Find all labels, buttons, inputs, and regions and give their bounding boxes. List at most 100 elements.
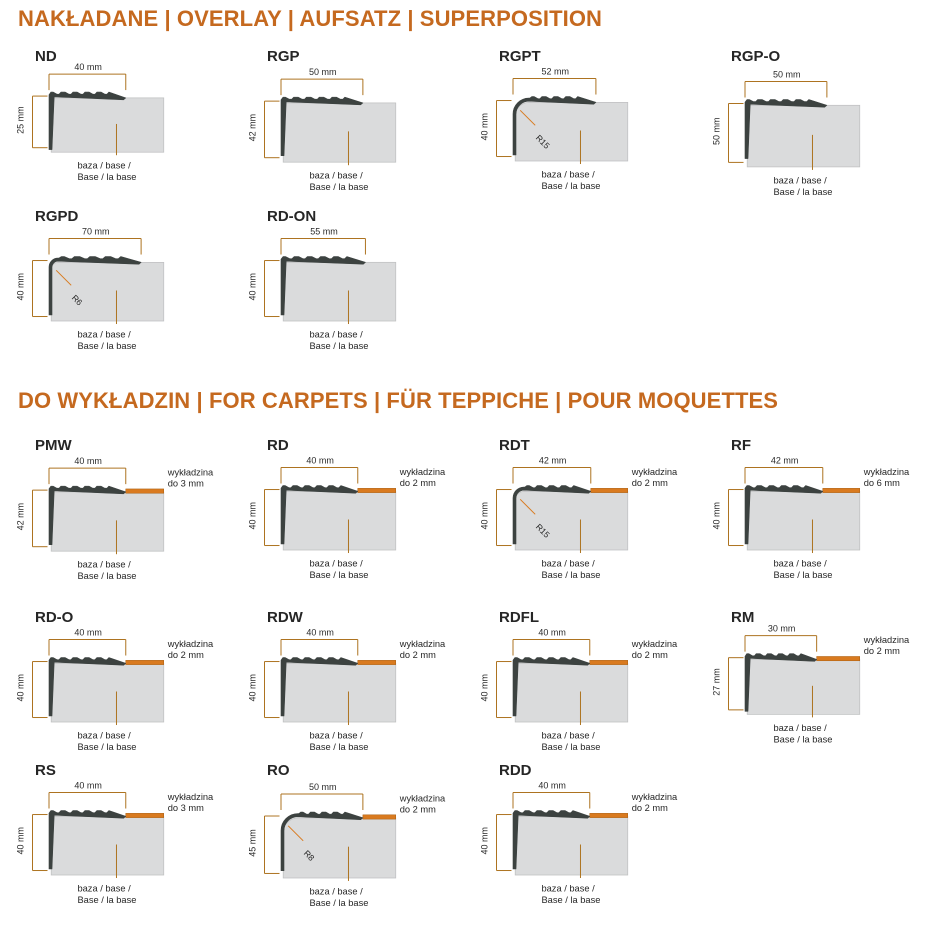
svg-text:baza / base /: baza / base / [773,175,827,185]
svg-text:wykładzina: wykładzina [863,635,910,645]
svg-text:RS: RS [35,765,56,779]
svg-text:baza / base /: baza / base / [77,161,131,171]
svg-text:baza / base /: baza / base / [309,886,363,896]
svg-text:Base / la base: Base / la base [541,895,600,905]
svg-text:50 mm: 50 mm [712,117,722,145]
svg-text:do 2 mm: do 2 mm [632,478,668,488]
svg-text:Base / la base: Base / la base [309,898,368,908]
svg-text:do 2 mm: do 2 mm [400,478,436,488]
svg-text:Base / la base: Base / la base [77,742,136,752]
svg-text:42 mm: 42 mm [248,114,258,142]
svg-text:Base / la base: Base / la base [77,895,136,905]
svg-text:Base / la base: Base / la base [309,742,368,752]
svg-text:40 mm: 40 mm [306,456,334,466]
svg-text:PMW: PMW [35,440,73,454]
svg-text:RGP: RGP [267,51,300,65]
svg-text:baza / base /: baza / base / [77,884,131,894]
svg-text:70 mm: 70 mm [82,227,110,237]
svg-text:wykładzina: wykładzina [631,792,678,802]
svg-text:Base / la base: Base / la base [309,341,368,351]
svg-text:wykładzina: wykładzina [167,639,214,649]
svg-text:40 mm: 40 mm [480,113,490,141]
svg-text:baza / base /: baza / base / [541,559,595,569]
svg-text:40 mm: 40 mm [74,781,102,791]
svg-text:baza / base /: baza / base / [309,171,363,181]
svg-text:Base / la base: Base / la base [77,172,136,182]
svg-text:52 mm: 52 mm [541,67,569,77]
svg-text:RM: RM [731,612,754,626]
svg-text:RDFL: RDFL [499,612,539,626]
svg-text:do 2 mm: do 2 mm [400,650,436,660]
svg-text:baza / base /: baza / base / [77,560,131,570]
svg-text:40 mm: 40 mm [480,502,490,530]
svg-text:RDT: RDT [499,440,530,454]
svg-text:baza / base /: baza / base / [309,559,363,569]
svg-text:Base / la base: Base / la base [541,181,600,191]
svg-text:RGP-O: RGP-O [731,51,781,65]
svg-text:wykładzina: wykładzina [399,639,446,649]
svg-text:40 mm: 40 mm [74,62,102,72]
svg-text:do 6 mm: do 6 mm [864,478,900,488]
svg-text:40 mm: 40 mm [248,674,258,702]
svg-text:Base / la base: Base / la base [773,570,832,580]
svg-text:Base / la base: Base / la base [541,570,600,580]
svg-text:do 2 mm: do 2 mm [632,803,668,813]
svg-text:ND: ND [35,51,57,65]
svg-text:40 mm: 40 mm [480,827,490,855]
svg-text:do 2 mm: do 2 mm [168,650,204,660]
svg-text:Base / la base: Base / la base [77,571,136,581]
svg-text:baza / base /: baza / base / [309,731,363,741]
svg-text:RD-ON: RD-ON [267,211,316,225]
svg-text:40 mm: 40 mm [538,781,566,791]
svg-text:baza / base /: baza / base / [773,723,827,733]
svg-text:wykładzina: wykładzina [399,793,446,803]
svg-text:RGPD: RGPD [35,211,79,225]
svg-text:do 2 mm: do 2 mm [632,650,668,660]
svg-text:RGPT: RGPT [499,51,541,65]
svg-text:wykładzina: wykładzina [863,467,910,477]
svg-text:RDW: RDW [267,612,304,626]
svg-text:baza / base /: baza / base / [77,330,131,340]
svg-text:RD-O: RD-O [35,612,74,626]
svg-text:do 3 mm: do 3 mm [168,803,204,813]
svg-text:Base / la base: Base / la base [309,182,368,192]
svg-text:wykładzina: wykładzina [631,639,678,649]
svg-text:40 mm: 40 mm [538,628,566,638]
svg-text:50 mm: 50 mm [309,782,337,792]
svg-text:40 mm: 40 mm [248,273,258,301]
svg-text:42 mm: 42 mm [16,503,26,531]
svg-text:Base / la base: Base / la base [309,570,368,580]
svg-text:40 mm: 40 mm [16,273,26,301]
svg-text:30 mm: 30 mm [768,624,796,634]
svg-text:wykładzina: wykładzina [399,467,446,477]
svg-text:baza / base /: baza / base / [541,170,595,180]
svg-text:27 mm: 27 mm [712,668,722,696]
svg-text:Base / la base: Base / la base [773,187,832,197]
svg-text:wykładzina: wykładzina [167,792,214,802]
svg-text:baza / base /: baza / base / [309,330,363,340]
svg-text:40 mm: 40 mm [306,628,334,638]
svg-text:baza / base /: baza / base / [541,884,595,894]
svg-text:baza / base /: baza / base / [77,731,131,741]
svg-text:RF: RF [731,440,751,454]
svg-text:Base / la base: Base / la base [773,734,832,744]
svg-text:25 mm: 25 mm [16,106,26,134]
svg-text:Base / la base: Base / la base [77,341,136,351]
svg-text:baza / base /: baza / base / [541,731,595,741]
svg-text:wykładzina: wykładzina [167,467,214,477]
svg-text:RD: RD [267,440,289,454]
svg-text:55 mm: 55 mm [310,227,338,237]
svg-text:RDD: RDD [499,765,532,779]
svg-text:40 mm: 40 mm [74,628,102,638]
svg-text:50 mm: 50 mm [773,70,801,80]
svg-text:baza / base /: baza / base / [773,559,827,569]
svg-text:40 mm: 40 mm [480,674,490,702]
svg-text:42 mm: 42 mm [771,456,799,466]
svg-text:do 2 mm: do 2 mm [864,646,900,656]
svg-text:42 mm: 42 mm [539,456,567,466]
svg-text:RO: RO [267,765,290,779]
svg-text:wykładzina: wykładzina [631,467,678,477]
svg-text:40 mm: 40 mm [16,674,26,702]
svg-text:Base / la base: Base / la base [541,742,600,752]
svg-text:40 mm: 40 mm [16,827,26,855]
